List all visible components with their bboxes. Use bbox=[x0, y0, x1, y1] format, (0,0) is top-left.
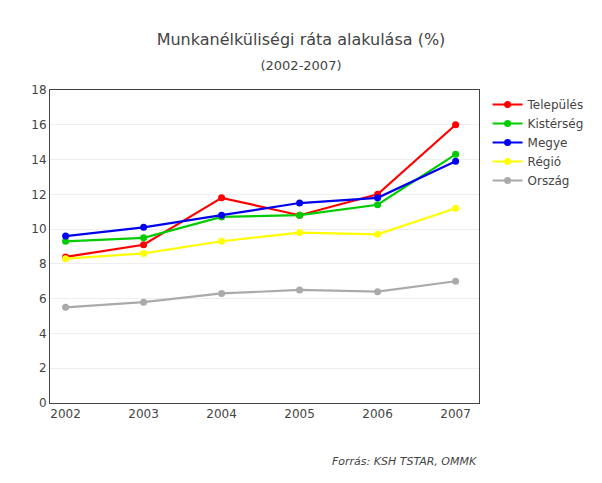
svg-text:14: 14 bbox=[31, 153, 46, 167]
svg-text:8: 8 bbox=[39, 257, 47, 271]
svg-text:Település: Település bbox=[527, 98, 584, 112]
svg-text:Megye: Megye bbox=[528, 136, 568, 150]
svg-text:2002: 2002 bbox=[50, 407, 81, 421]
svg-text:2005: 2005 bbox=[284, 407, 315, 421]
svg-text:Ország: Ország bbox=[528, 174, 570, 188]
svg-text:2004: 2004 bbox=[206, 407, 237, 421]
svg-text:2: 2 bbox=[39, 361, 47, 375]
svg-text:Forrás: KSH TSTAR, OMMK: Forrás: KSH TSTAR, OMMK bbox=[332, 455, 477, 468]
svg-text:Régió: Régió bbox=[528, 155, 561, 169]
svg-text:6: 6 bbox=[39, 292, 47, 306]
svg-text:2003: 2003 bbox=[128, 407, 159, 421]
svg-text:2007: 2007 bbox=[440, 407, 471, 421]
svg-text:2006: 2006 bbox=[362, 407, 393, 421]
svg-text:Munkanélküliségi ráta alakulás: Munkanélküliségi ráta alakulása (%) bbox=[157, 30, 446, 49]
svg-text:18: 18 bbox=[31, 83, 46, 97]
svg-text:10: 10 bbox=[31, 222, 46, 236]
svg-text:Kistérség: Kistérség bbox=[528, 117, 584, 131]
svg-text:(2002-2007): (2002-2007) bbox=[260, 58, 341, 73]
svg-text:16: 16 bbox=[31, 118, 46, 132]
svg-text:0: 0 bbox=[39, 396, 47, 410]
svg-text:4: 4 bbox=[39, 327, 47, 341]
svg-text:12: 12 bbox=[31, 188, 46, 202]
